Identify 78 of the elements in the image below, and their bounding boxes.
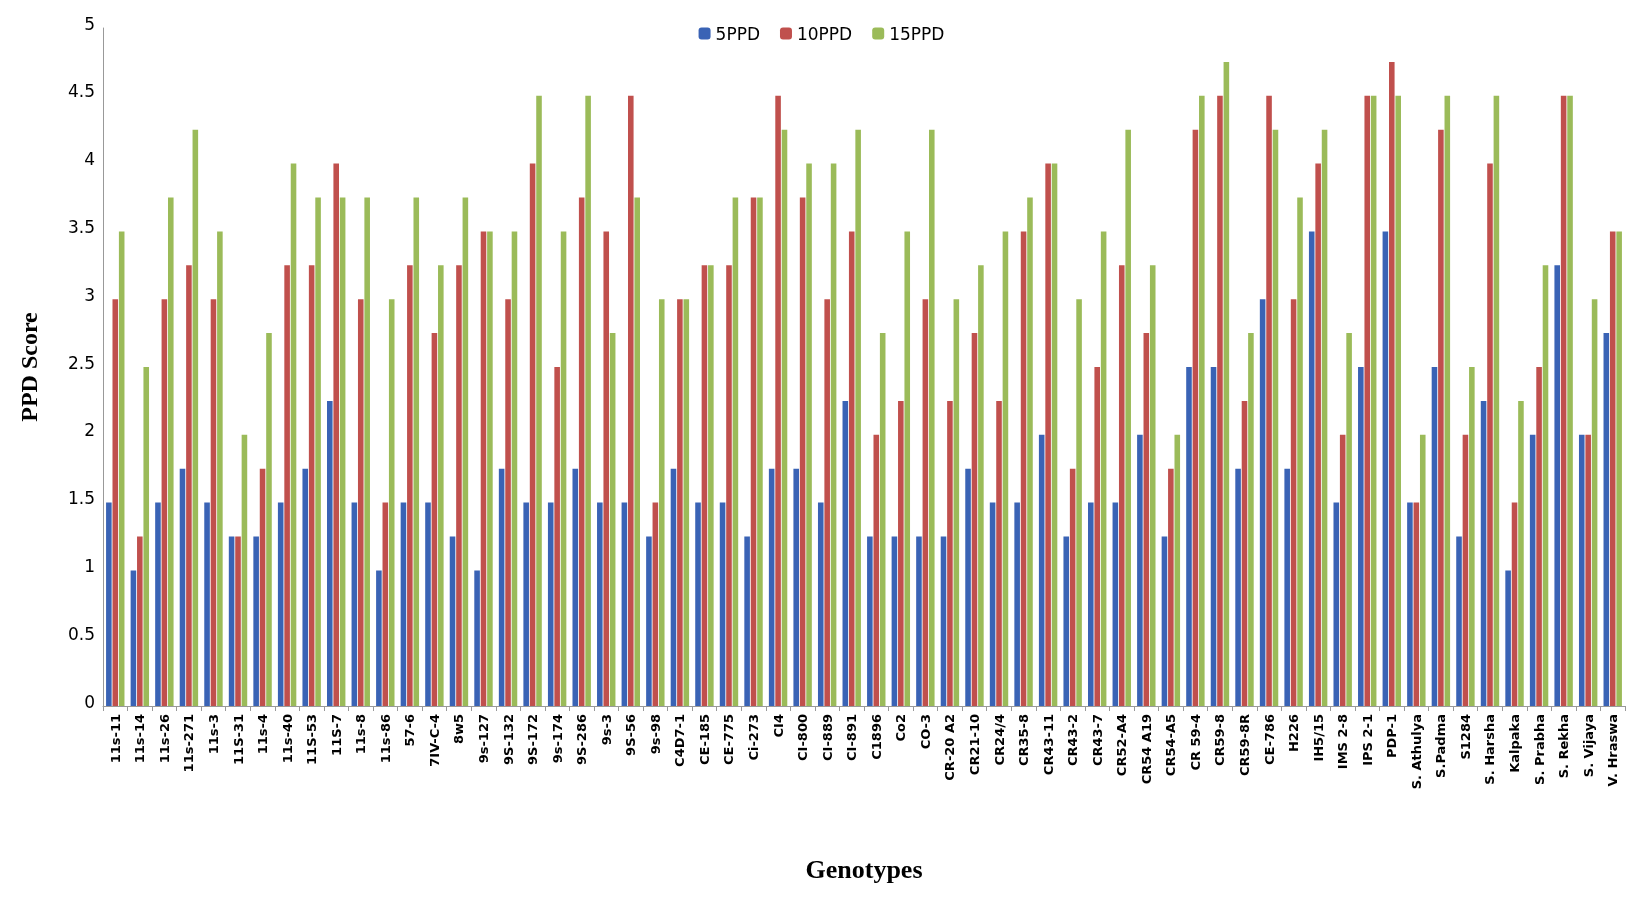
x-tick-label: 9s-98 xyxy=(647,714,663,755)
x-tick-label: 9s-174 xyxy=(549,714,565,764)
legend-label: 5PPD xyxy=(715,23,760,44)
x-tick-label: CR21-10 xyxy=(966,714,982,776)
x-tick-label: S. Harsha xyxy=(1482,714,1498,785)
x-tick-label: CE-185 xyxy=(696,714,712,765)
x-tick-label: 11s-8 xyxy=(353,714,369,755)
x-tick-label: H226 xyxy=(1286,714,1302,753)
y-tick-label: 5 xyxy=(84,13,95,34)
x-tick-label: CE-775 xyxy=(721,714,737,765)
x-tick-label: CI-800 xyxy=(795,714,811,761)
x-tick-label: PDP-1 xyxy=(1384,714,1400,759)
x-tick-label: 7IV-C-4 xyxy=(426,714,442,767)
x-tick-label: CR43-7 xyxy=(1089,714,1105,767)
x-tick-label: CR59-8R xyxy=(1237,714,1252,777)
x-tick-label: 11S-53 xyxy=(304,714,320,765)
x-tick-label: Co2 xyxy=(893,714,909,742)
x-tick-label: 9s-127 xyxy=(476,714,491,764)
x-tick-label: CR43-11 xyxy=(1040,714,1056,776)
x-tick-label: S.Padma xyxy=(1433,714,1449,778)
x-tick-label: IMS 2-8 xyxy=(1335,714,1351,770)
x-tick-label: V. Hraswa xyxy=(1605,714,1621,787)
x-tick-label: S. Athulya xyxy=(1408,714,1424,790)
y-tick-label: 3 xyxy=(84,284,95,305)
x-tick-label: CR43-2 xyxy=(1065,714,1081,767)
y-axis-title: PPD Score xyxy=(16,311,42,422)
x-axis-title: Genotypes xyxy=(805,854,923,884)
x-tick-label: CO-3 xyxy=(917,714,933,750)
x-tick-label: CR59-8 xyxy=(1212,714,1228,767)
y-tick-label: 3.5 xyxy=(67,216,95,237)
y-tick-label: 0.5 xyxy=(67,623,95,644)
y-tick-label: 2 xyxy=(84,420,95,441)
x-tick-label: 9S-56 xyxy=(623,714,639,756)
x-tick-label: 9S-132 xyxy=(500,714,516,765)
x-tick-label: 57-6 xyxy=(402,714,418,747)
legend-label: 15PPD xyxy=(889,23,945,44)
x-tick-label: S. Rekha xyxy=(1556,714,1572,779)
y-tick-label: 0 xyxy=(84,691,95,712)
x-tick-label: CR 59-4 xyxy=(1187,714,1203,771)
y-tick-label: 4.5 xyxy=(67,81,95,102)
y-tick-label: 2.5 xyxy=(67,352,95,373)
x-tick-label: Ci-273 xyxy=(746,714,762,761)
y-tick-label: 1.5 xyxy=(67,488,95,509)
x-tick-label: CR24/4 xyxy=(991,714,1007,766)
x-tick-label: 9S-172 xyxy=(525,714,541,765)
x-tick-label: 11s-3 xyxy=(205,714,221,755)
x-tick-label: IPS 2-1 xyxy=(1359,714,1375,766)
x-tick-label: CI-891 xyxy=(844,714,860,761)
x-tick-label: S. Vijaya xyxy=(1580,714,1596,778)
x-tick-label: S1284 xyxy=(1457,714,1473,760)
x-tick-label: 11s-271 xyxy=(181,714,197,773)
x-tick-label: CR35-8 xyxy=(1016,714,1032,767)
x-tick-label: CI-889 xyxy=(819,714,835,761)
legend-label: 10PPD xyxy=(796,23,853,44)
y-tick-label: 1 xyxy=(84,555,95,576)
x-tick-label: IH5/15 xyxy=(1310,714,1326,762)
x-tick-label: CR-20 A2 xyxy=(942,714,958,781)
x-tick-label: C1896 xyxy=(868,714,884,760)
x-tick-label: CR54 A19 xyxy=(1138,714,1154,785)
x-tick-label: CR54-A5 xyxy=(1163,714,1179,777)
x-tick-label: 11s-4 xyxy=(255,714,271,755)
x-tick-label: S. Prabha xyxy=(1531,714,1547,785)
x-tick-label: CI4 xyxy=(770,714,786,738)
x-tick-label: CE-786 xyxy=(1261,714,1277,765)
x-tick-label: 8w5 xyxy=(451,714,467,745)
y-tick-label: 4 xyxy=(84,149,95,170)
x-tick-label: Kalpaka xyxy=(1507,714,1523,773)
x-tick-label: 11s-26 xyxy=(156,714,172,764)
x-tick-label: 9S-286 xyxy=(574,714,590,765)
x-tick-label: 11S-7 xyxy=(328,714,344,756)
x-tick-label: 11S-31 xyxy=(230,714,246,765)
x-tick-label: 11s-86 xyxy=(377,714,393,764)
x-tick-label: 11s-11 xyxy=(107,714,123,764)
x-tick-label: 9s-3 xyxy=(598,714,614,746)
x-tick-label: 11s-40 xyxy=(279,714,295,764)
x-tick-label: CR52-A4 xyxy=(1114,714,1130,777)
x-tick-label: C4D7-1 xyxy=(672,714,688,767)
x-tick-label: 11s-14 xyxy=(132,714,148,764)
